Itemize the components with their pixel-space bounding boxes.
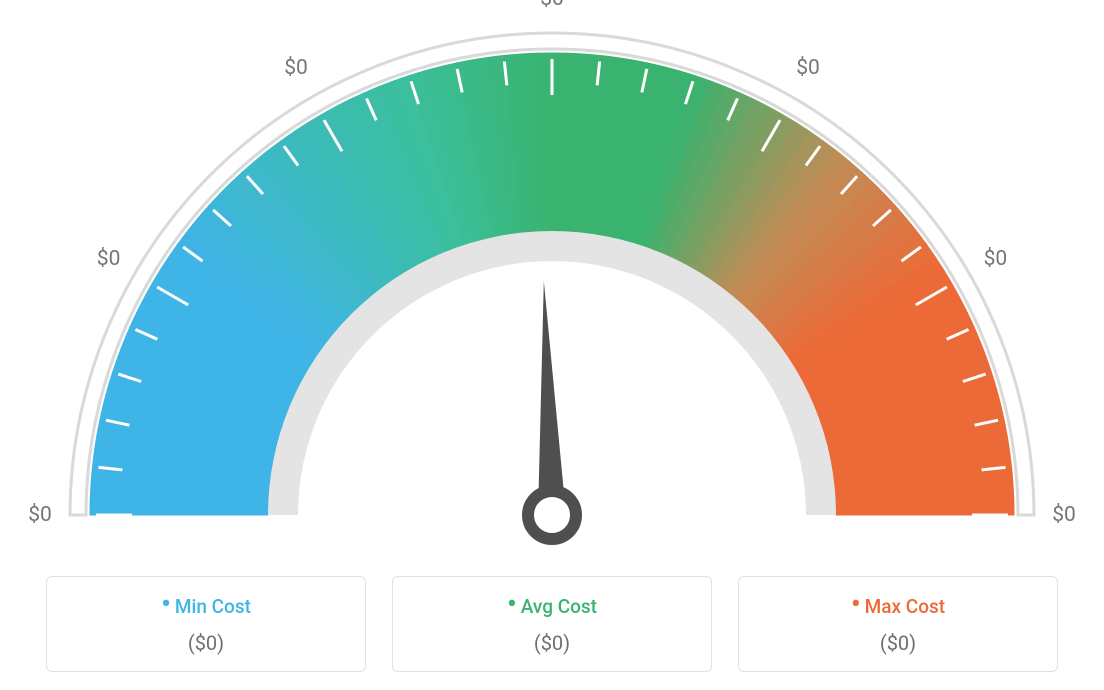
- legend-label: Max Cost: [865, 595, 945, 618]
- legend-label: Min Cost: [175, 595, 251, 618]
- gauge-tick-label: $0: [1052, 503, 1076, 527]
- legend-value: ($0): [403, 631, 701, 655]
- gauge-tick-label: $0: [796, 56, 820, 80]
- gauge-svg: [0, 10, 1104, 570]
- legend-value: ($0): [749, 631, 1047, 655]
- legend-title: •Min Cost: [161, 595, 251, 618]
- legend-card: •Min Cost ($0): [46, 576, 366, 673]
- legend-card: •Avg Cost ($0): [392, 576, 712, 673]
- gauge-tick-label: $0: [284, 56, 308, 80]
- gauge-tick-label: $0: [540, 0, 564, 11]
- gauge-tick-label: $0: [984, 247, 1008, 271]
- legend-label: Avg Cost: [521, 595, 597, 618]
- gauge-tick-label: $0: [97, 247, 121, 271]
- gauge-chart: $0 $0 $0 $0 $0 $0 $0: [0, 0, 1104, 560]
- legend-title: •Avg Cost: [507, 595, 597, 618]
- gauge-tick-label: $0: [28, 503, 52, 527]
- legend-row: •Min Cost ($0) •Avg Cost ($0) •Max Cost ($0): [0, 576, 1104, 673]
- legend-title: •Max Cost: [851, 595, 945, 618]
- legend-card: •Max Cost ($0): [738, 576, 1058, 673]
- legend-value: ($0): [57, 631, 355, 655]
